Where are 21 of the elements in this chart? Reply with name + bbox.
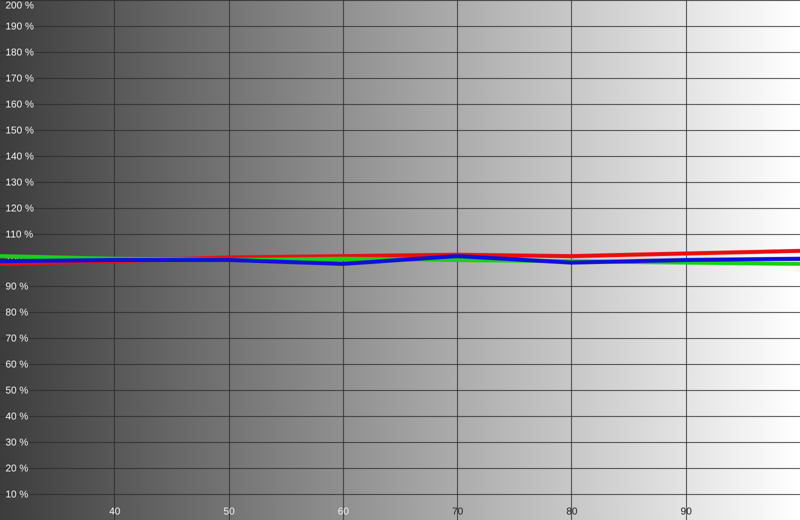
y-tick-label: 140 % — [6, 152, 34, 162]
y-tick-label: 170 % — [6, 74, 34, 84]
y-tick-label: 10 % — [6, 490, 28, 500]
y-tick-label: 20 % — [6, 464, 28, 474]
y-tick-label: 70 % — [6, 334, 28, 344]
y-tick-label: 190 % — [6, 22, 34, 32]
y-tick-label: 120 % — [6, 204, 34, 214]
x-tick-label: 40 — [109, 506, 121, 518]
y-tick-label: 50 % — [6, 386, 28, 396]
y-tick-label: 90 % — [6, 282, 28, 292]
y-tick-label: 160 % — [6, 100, 34, 110]
y-tick-label: 60 % — [6, 360, 28, 370]
x-tick-label: 50 — [224, 506, 236, 518]
y-tick-label: 180 % — [6, 48, 34, 58]
y-tick-label: 110 % — [6, 230, 34, 240]
y-tick-label: 40 % — [6, 412, 28, 422]
y-tick-label: 150 % — [6, 126, 34, 136]
y-tick-label: 130 % — [6, 178, 34, 188]
y-tick-label: 30 % — [6, 438, 28, 448]
y-tick-label: 200 % — [6, 0, 34, 12]
y-tick-label: 80 % — [6, 308, 28, 318]
